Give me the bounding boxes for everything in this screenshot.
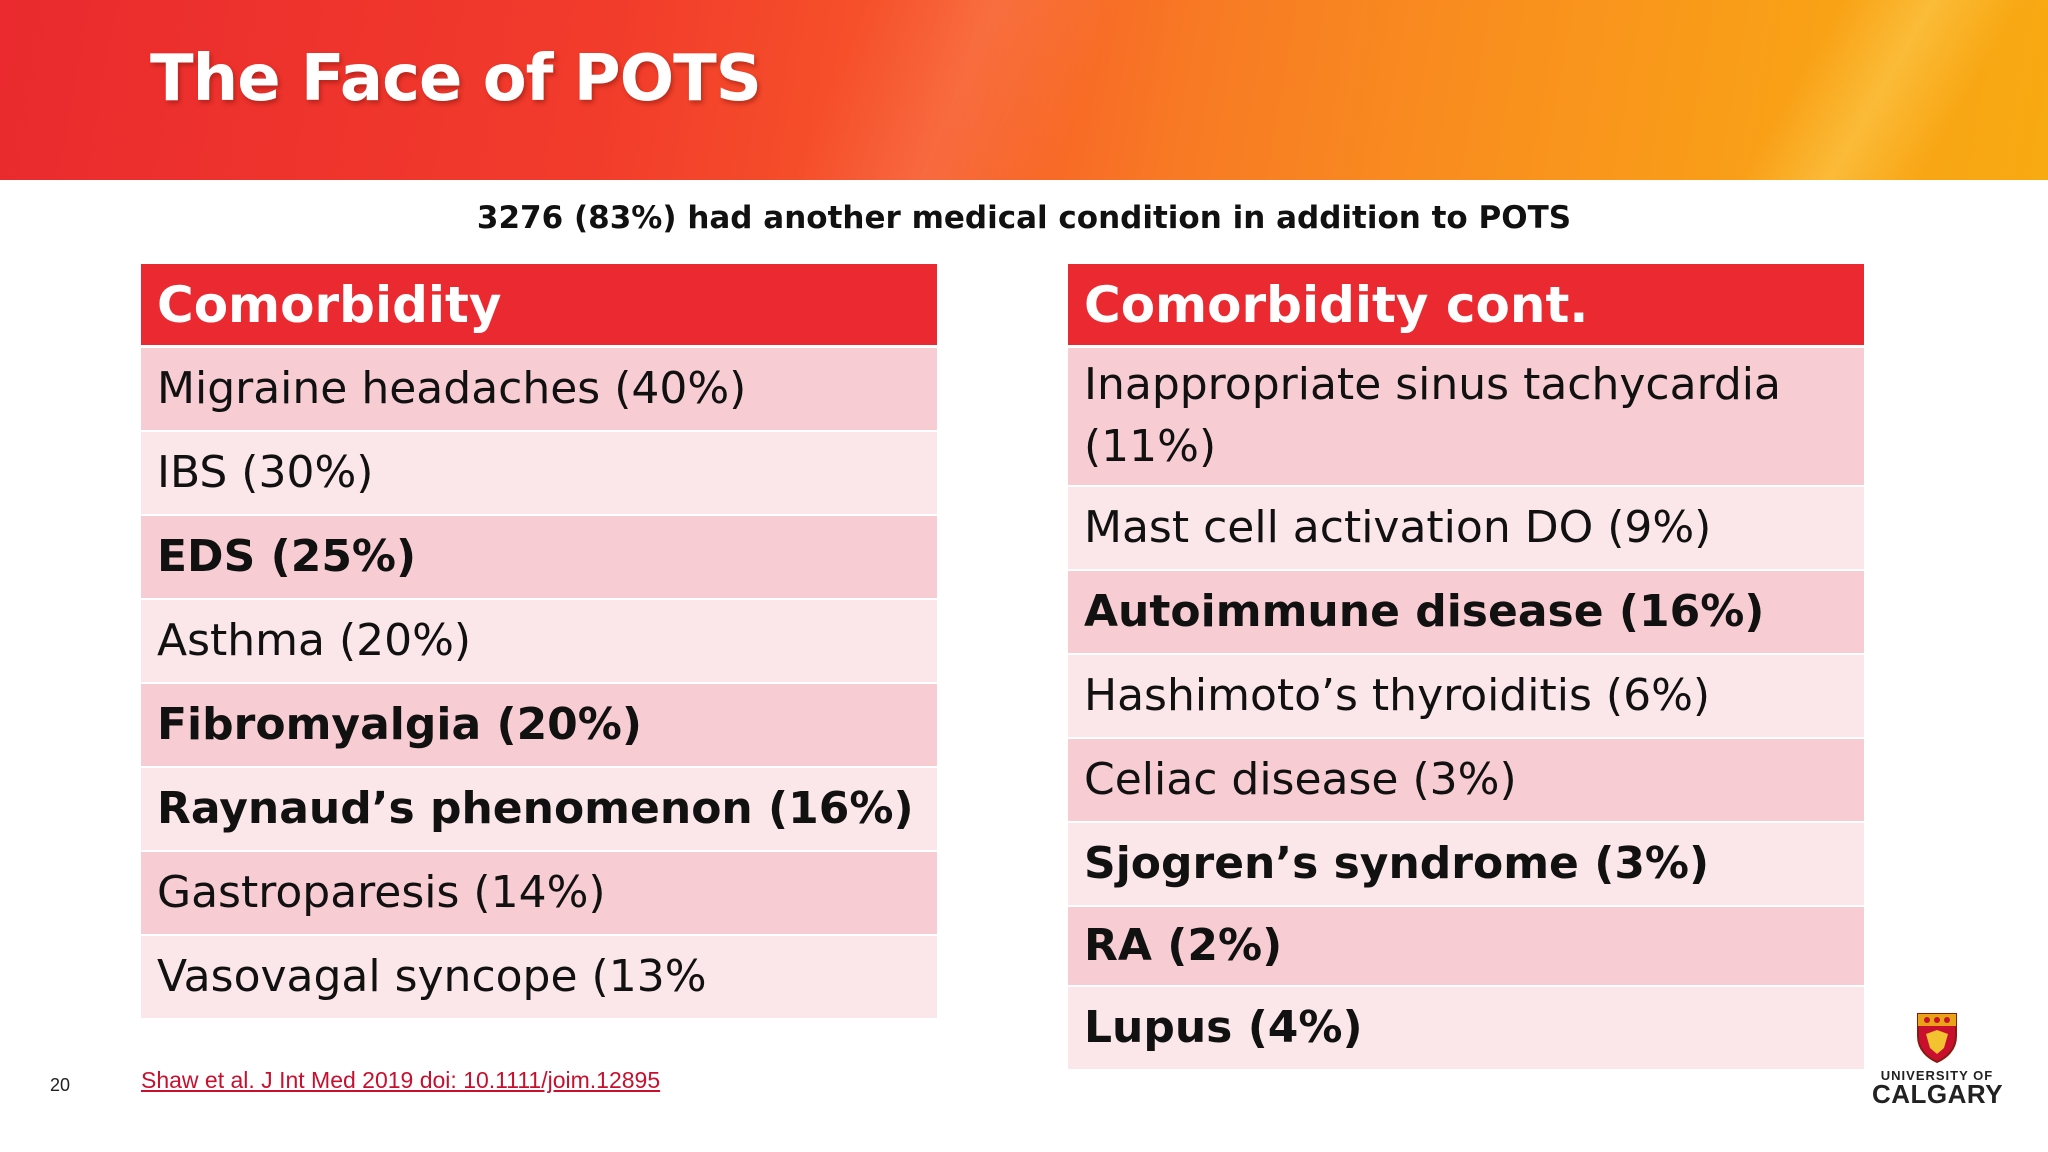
table-row: Celiac disease (3%) (1068, 739, 1864, 823)
table-row: Lupus (4%) (1068, 987, 1864, 1071)
slide-title: The Face of POTS (150, 42, 762, 116)
table-header: Comorbidity cont. (1068, 264, 1864, 348)
table-row: Raynaud’s phenomenon (16%) (141, 768, 937, 852)
university-logo: UNIVERSITY OF CALGARY (1872, 1010, 2004, 1110)
title-banner: The Face of POTS (0, 0, 2048, 180)
table-row: Asthma (20%) (141, 600, 937, 684)
table-row: Fibromyalgia (20%) (141, 684, 937, 768)
table-row: Hashimoto’s thyroiditis (6%) (1068, 655, 1864, 739)
table-row: Migraine headaches (40%) (141, 348, 937, 432)
comorbidity-cont-table: Comorbidity cont. Inappropriate sinus ta… (1068, 264, 1864, 1071)
table-row: Autoimmune disease (16%) (1068, 571, 1864, 655)
banner-decoration (759, 0, 1141, 180)
table-row: RA (2%) (1068, 907, 1864, 987)
logo-text-line1: UNIVERSITY OF (1880, 1068, 1994, 1083)
banner-decoration (1693, 0, 2047, 180)
page-number: 20 (50, 1075, 71, 1095)
table-row: Mast cell activation DO (9%) (1068, 487, 1864, 571)
logo-text-line2: CALGARY (1872, 1079, 2004, 1109)
table-row: Inappropriate sinus tachycardia (11%) (1068, 348, 1864, 487)
table-row: EDS (25%) (141, 516, 937, 600)
citation-link[interactable]: Shaw et al. J Int Med 2019 doi: 10.1111/… (141, 1067, 661, 1093)
table-row: Vasovagal syncope (13% (141, 936, 937, 1020)
table-header: Comorbidity (141, 264, 937, 348)
comorbidity-table: Comorbidity Migraine headaches (40%) IBS… (141, 264, 937, 1020)
university-crest-icon (1917, 1013, 1957, 1064)
table-row: IBS (30%) (141, 432, 937, 516)
slide-subtitle: 3276 (83%) had another medical condition… (476, 200, 1572, 236)
table-row: Gastroparesis (14%) (141, 852, 937, 936)
table-row: Sjogren’s syndrome (3%) (1068, 823, 1864, 907)
